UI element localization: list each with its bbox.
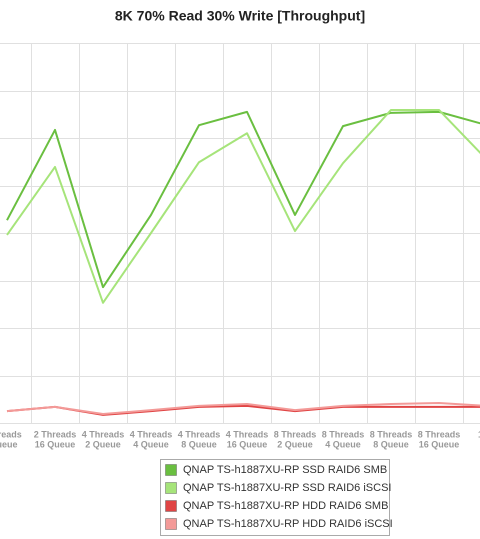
legend-swatch bbox=[165, 464, 177, 476]
x-tick-label: 8 Threads bbox=[274, 429, 317, 439]
x-tick-label: 8 Threads bbox=[418, 429, 461, 439]
x-tick-label: 2 Threads bbox=[34, 429, 77, 439]
legend-label: QNAP TS-h1887XU-RP SSD RAID6 SMB bbox=[183, 464, 387, 476]
x-tick-label: 16 Queue bbox=[227, 439, 268, 449]
chart-title: 8K 70% Read 30% Write [Throughput] bbox=[115, 8, 365, 24]
legend-box bbox=[160, 459, 390, 536]
x-tick-label: 2 Queue bbox=[85, 439, 121, 449]
x-tick-label: 2 Queue bbox=[277, 439, 313, 449]
series-line bbox=[6, 108, 480, 304]
legend-label: QNAP TS-h1887XU-RP SSD RAID6 iSCSI bbox=[183, 482, 391, 494]
legend-swatch bbox=[165, 500, 177, 512]
legend-swatch bbox=[165, 518, 177, 530]
x-tick-label: 8 Threads bbox=[322, 429, 365, 439]
series-line bbox=[6, 110, 480, 289]
x-tick-label: 4 Threads bbox=[130, 429, 173, 439]
legend-label: QNAP TS-h1887XU-RP HDD RAID6 SMB bbox=[183, 500, 388, 512]
x-tick-label: 8 Queue bbox=[181, 439, 217, 449]
x-tick-label: 16 Queue bbox=[419, 439, 460, 449]
legend-swatch bbox=[165, 482, 177, 494]
legend-label: QNAP TS-h1887XU-RP HDD RAID6 iSCSI bbox=[183, 518, 393, 530]
x-tick-label: ueue bbox=[0, 439, 18, 449]
x-tick-label: 8 Queue bbox=[373, 439, 409, 449]
x-tick-label: hreads bbox=[0, 429, 22, 439]
series-line bbox=[6, 402, 480, 415]
x-tick-label: 4 Threads bbox=[178, 429, 221, 439]
x-tick-label: 8 Threads bbox=[370, 429, 413, 439]
x-tick-label: 4 Threads bbox=[82, 429, 125, 439]
x-tick-label: 16 Queue bbox=[35, 439, 76, 449]
x-tick-label: 4 Queue bbox=[133, 439, 169, 449]
x-tick-label: 4 Threads bbox=[226, 429, 269, 439]
x-tick-label: 4 Queue bbox=[325, 439, 361, 449]
x-tick-label: 16 T bbox=[478, 429, 480, 439]
